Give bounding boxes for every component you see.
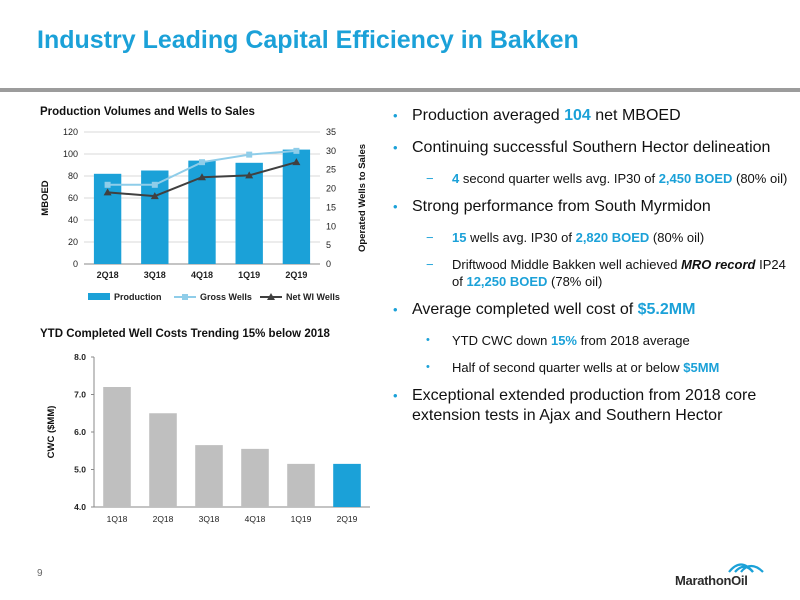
x-tick-label: 3Q18	[199, 514, 220, 524]
subbullet-cwc-down: • YTD CWC down 15% from 2018 average	[426, 333, 690, 348]
x-tick-label: 2Q19	[337, 514, 358, 524]
y-axis-title: MBOED	[40, 180, 51, 216]
subbullet-myrmidon-wells: −15 wells avg. IP30 of 2,820 BOED (80% o…	[426, 230, 705, 245]
page-number: 9	[37, 568, 43, 579]
y2-tick-label: 20	[326, 184, 336, 194]
y-tick-label: 80	[68, 171, 78, 181]
x-tick-label: 2Q18	[97, 270, 119, 280]
logo-wave-icon	[728, 563, 764, 573]
cwc-chart: 4.0 5.0 6.0 7.0 8.0 1Q18 2Q18 3Q18 4Q18 1Q19 2Q19 C…	[46, 352, 370, 524]
y2-tick-label: 5	[326, 240, 331, 250]
legend-production-swatch	[88, 293, 110, 300]
net-wi-wells-point	[245, 171, 254, 179]
production-bar	[282, 149, 311, 264]
y2-tick-label: 15	[326, 202, 336, 212]
bullet-south-myrmidon: • Strong performance from South Myrmidon	[393, 198, 711, 215]
legend-net-label: Net WI Wells	[286, 292, 340, 302]
subbullet-half-wells: • Half of second quarter wells at or belo…	[426, 360, 720, 375]
legend-production-label: Production	[114, 292, 162, 302]
bullet-list: • Production averaged 104 net MBOED • Cont…	[393, 106, 788, 438]
y-tick-label: 100	[63, 149, 78, 159]
gross-wells-point	[151, 181, 158, 188]
gross-wells-point	[293, 147, 300, 154]
cwc-bar	[287, 463, 315, 507]
y-tick-label: 4.0	[74, 502, 86, 512]
x-tick-label: 3Q18	[144, 270, 166, 280]
net-wi-wells-point	[103, 188, 112, 196]
y2-tick-label: 25	[326, 165, 336, 175]
logo-text: MarathonOil	[675, 573, 748, 588]
y2-tick-label: 35	[326, 127, 336, 137]
net-wi-wells-point	[150, 192, 159, 200]
production-chart-title: Production Volumes and Wells to Sales	[40, 106, 255, 118]
gross-wells-point	[199, 159, 205, 166]
y2-tick-label: 0	[326, 259, 331, 269]
y-tick-label: 60	[68, 193, 78, 203]
y-tick-label: 120	[63, 127, 78, 137]
y-tick-label: 6.0	[74, 427, 86, 437]
y-tick-label: 20	[68, 237, 78, 247]
x-tick-label: 1Q19	[291, 514, 312, 524]
cwc-bar	[103, 387, 131, 507]
x-tick-label: 4Q18	[191, 270, 213, 280]
net-wi-wells-point	[198, 173, 206, 181]
cwc-chart-title: YTD Completed Well Costs Trending 15% be…	[40, 328, 330, 340]
gross-wells-point	[104, 181, 111, 188]
x-tick-label: 2Q18	[153, 514, 174, 524]
bullet-southern-hector: • Continuing successful Southern Hector d…	[393, 139, 771, 156]
y2-tick-label: 10	[326, 221, 336, 231]
production-bar	[235, 162, 263, 264]
bullet-well-cost: • Average completed well cost of $5.2MM	[393, 301, 696, 318]
y-tick-label: 8.0	[74, 352, 86, 362]
cwc-bar	[195, 445, 223, 507]
cwc-bar	[333, 463, 361, 507]
x-tick-label: 1Q19	[238, 270, 260, 280]
slide-title: Industry Leading Capital Efficiency in B…	[37, 26, 579, 54]
legend-gross-label: Gross Wells	[200, 292, 252, 302]
x-tick-label: 4Q18	[245, 514, 266, 524]
legend-gross-marker	[182, 294, 188, 300]
y-tick-label: 7.0	[74, 390, 86, 400]
title-divider	[0, 88, 800, 92]
cwc-bar	[241, 448, 269, 507]
y-tick-label: 0	[73, 259, 78, 269]
bullet-extended-production: • Exceptional extended production from 20…	[393, 387, 757, 424]
net-wi-wells-point	[292, 158, 301, 166]
y-tick-label: 5.0	[74, 465, 86, 475]
bullet-production: • Production averaged 104 net MBOED	[393, 107, 681, 124]
cwc-bar	[149, 413, 177, 507]
subbullet-driftwood: − Driftwood Middle Bakken well achieved M…	[426, 257, 786, 289]
x-tick-label: 1Q18	[107, 514, 128, 524]
y-axis-title: CWC ($MM)	[46, 406, 57, 459]
y2-axis-title: Operated Wells to Sales	[357, 144, 368, 252]
subbullet-hector-wells: −4 second quarter wells avg. IP30 of 2,4…	[426, 171, 788, 186]
legend-net-marker	[267, 293, 275, 300]
production-chart: 0 20 40 60 80 100 120 0 5 10 15 20 25 30 35 2Q18 3Q18 4Q1…	[40, 127, 368, 302]
y2-tick-label: 30	[326, 146, 336, 156]
gross-wells-point	[246, 151, 253, 158]
x-tick-label: 2Q19	[285, 270, 307, 280]
marathon-oil-logo: MarathonOil	[675, 560, 785, 590]
y-tick-label: 40	[68, 215, 78, 225]
